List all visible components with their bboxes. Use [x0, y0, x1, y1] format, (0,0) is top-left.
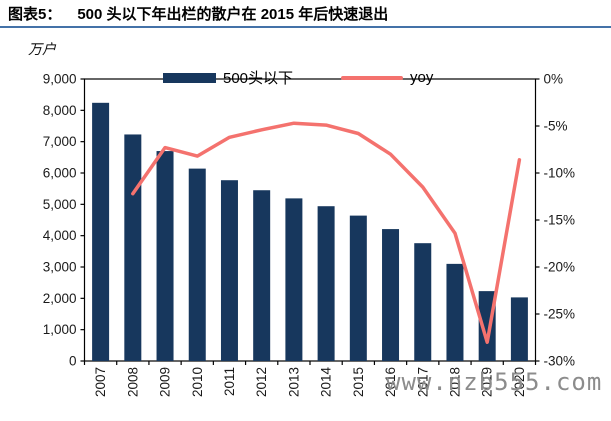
- bar-2011: [220, 180, 238, 361]
- x-axis-label-2013: 2013: [286, 367, 301, 397]
- left-axis-tick-label: 8,000: [43, 103, 77, 118]
- x-axis-label-2014: 2014: [319, 367, 334, 398]
- left-axis-tick-label: 3,000: [43, 260, 77, 275]
- x-axis-label-2011: 2011: [222, 367, 237, 396]
- bar-2016: [382, 229, 400, 361]
- yoy-line: [131, 121, 522, 344]
- bar-2018: [446, 263, 464, 361]
- left-axis-unit-label: 万户: [28, 41, 56, 57]
- chart-legend: 500头以下 yoy: [163, 67, 433, 88]
- bar-2017: [414, 243, 432, 361]
- bar-2008: [124, 134, 142, 361]
- right-axis-tick-label: -25%: [544, 307, 576, 322]
- left-axis-tick-label: 7,000: [43, 134, 77, 149]
- bar-series-swatch: [163, 72, 216, 83]
- bar-series-label: 500头以下: [223, 70, 294, 87]
- page-title: 500 头以下年出栏的散户在 2015 年后快速退出: [77, 6, 389, 23]
- bar-2009: [156, 151, 174, 361]
- x-axis-label-2017: 2017: [415, 367, 430, 397]
- bar-2010: [188, 168, 206, 361]
- right-axis-tick-label: -5%: [544, 119, 568, 134]
- right-axis-tick-label: -20%: [544, 260, 576, 275]
- line-series-label: yoy: [410, 69, 434, 86]
- left-axis-tick-label: 2,000: [43, 291, 77, 306]
- x-axis-label-2007: 2007: [93, 367, 108, 397]
- left-axis-tick-label: 6,000: [43, 166, 77, 181]
- line-series-swatch: [341, 75, 404, 80]
- x-axis-label-2016: 2016: [383, 367, 398, 397]
- left-axis-tick-label: 5,000: [43, 197, 77, 212]
- title-underline-rule: [0, 26, 611, 28]
- right-axis-tick-label: -15%: [544, 213, 576, 228]
- x-axis-label-2012: 2012: [254, 367, 269, 397]
- bar-2015: [349, 215, 367, 361]
- left-axis-tick-label: 0: [69, 354, 77, 369]
- x-axis-label-2015: 2015: [351, 367, 366, 397]
- bar-2012: [253, 190, 271, 361]
- legend-item-bar-series: 500头以下: [163, 67, 293, 88]
- left-axis-tick-label: 1,000: [43, 322, 77, 337]
- bar-2007: [92, 102, 110, 362]
- x-axis-label-2008: 2008: [125, 367, 140, 397]
- left-axis-tick-label: 4,000: [43, 228, 77, 243]
- right-axis-tick-label: -10%: [544, 166, 576, 181]
- figure-title-row: 图表5： 500 头以下年出栏的散户在 2015 年后快速退出: [8, 3, 388, 24]
- legend-item-line-series: yoy: [341, 69, 433, 86]
- right-axis-tick-label: -30%: [544, 354, 576, 369]
- x-axis-label-2010: 2010: [190, 367, 205, 397]
- watermark: www.nzb555.com: [386, 368, 603, 396]
- x-axis-label-2019: 2019: [480, 367, 495, 397]
- bar-2014: [317, 206, 335, 361]
- figure-number-label: 图表5：: [8, 6, 62, 23]
- plot-area-border: [83, 78, 537, 362]
- bar-2020: [510, 297, 528, 361]
- left-axis-tick-label: 9,000: [43, 72, 77, 87]
- bar-2013: [285, 198, 303, 361]
- x-axis-label-2009: 2009: [158, 367, 173, 397]
- right-axis-tick-label: 0%: [544, 72, 564, 87]
- x-axis-label-2020: 2020: [512, 367, 527, 397]
- x-axis-label-2018: 2018: [447, 367, 462, 397]
